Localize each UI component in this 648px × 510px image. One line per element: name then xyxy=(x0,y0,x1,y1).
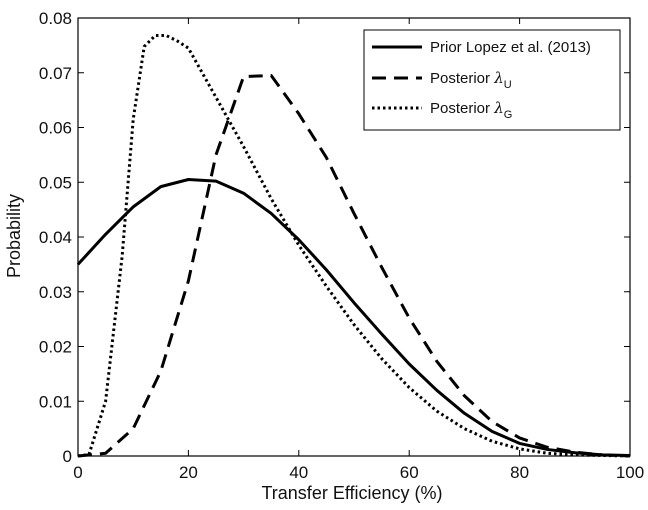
legend: Prior Lopez et al. (2013) Posterior λU Pos… xyxy=(363,29,621,131)
x-axis-title: Transfer Efficiency (%) xyxy=(261,483,442,503)
x-tick-label: 100 xyxy=(616,463,644,482)
x-tick-label: 0 xyxy=(73,463,82,482)
y-tick-label: 0.07 xyxy=(39,64,72,83)
x-tick-label: 20 xyxy=(179,463,198,482)
legend-label: Posterior λU xyxy=(430,69,512,91)
y-tick-label: 0.05 xyxy=(39,173,72,192)
y-tick-label: 0.02 xyxy=(39,338,72,357)
x-tick-label: 60 xyxy=(400,463,419,482)
y-axis-title: Probability xyxy=(4,194,24,278)
legend-label: Prior Lopez et al. (2013) xyxy=(430,39,591,56)
y-tick-label: 0.03 xyxy=(39,283,72,302)
x-tick-label: 80 xyxy=(510,463,529,482)
series-line-2-dashed xyxy=(77,73,631,458)
y-tick-label: 0 xyxy=(63,447,72,466)
x-tick-label: 40 xyxy=(289,463,308,482)
y-tick-label: 0.01 xyxy=(39,392,72,411)
axes-layer: 0 20 40 60 80 100 0 0.01 0.02 0.03 0.04 0.05 0.06 0.0… xyxy=(39,9,644,482)
legend-label: Posterior λG xyxy=(430,99,512,121)
y-tick-label: 0.06 xyxy=(39,119,72,138)
y-tick-label: 0.04 xyxy=(39,228,72,247)
y-tick-label: 0.08 xyxy=(39,9,72,28)
series-layer xyxy=(76,34,631,458)
series-line-1-solid xyxy=(76,178,631,457)
